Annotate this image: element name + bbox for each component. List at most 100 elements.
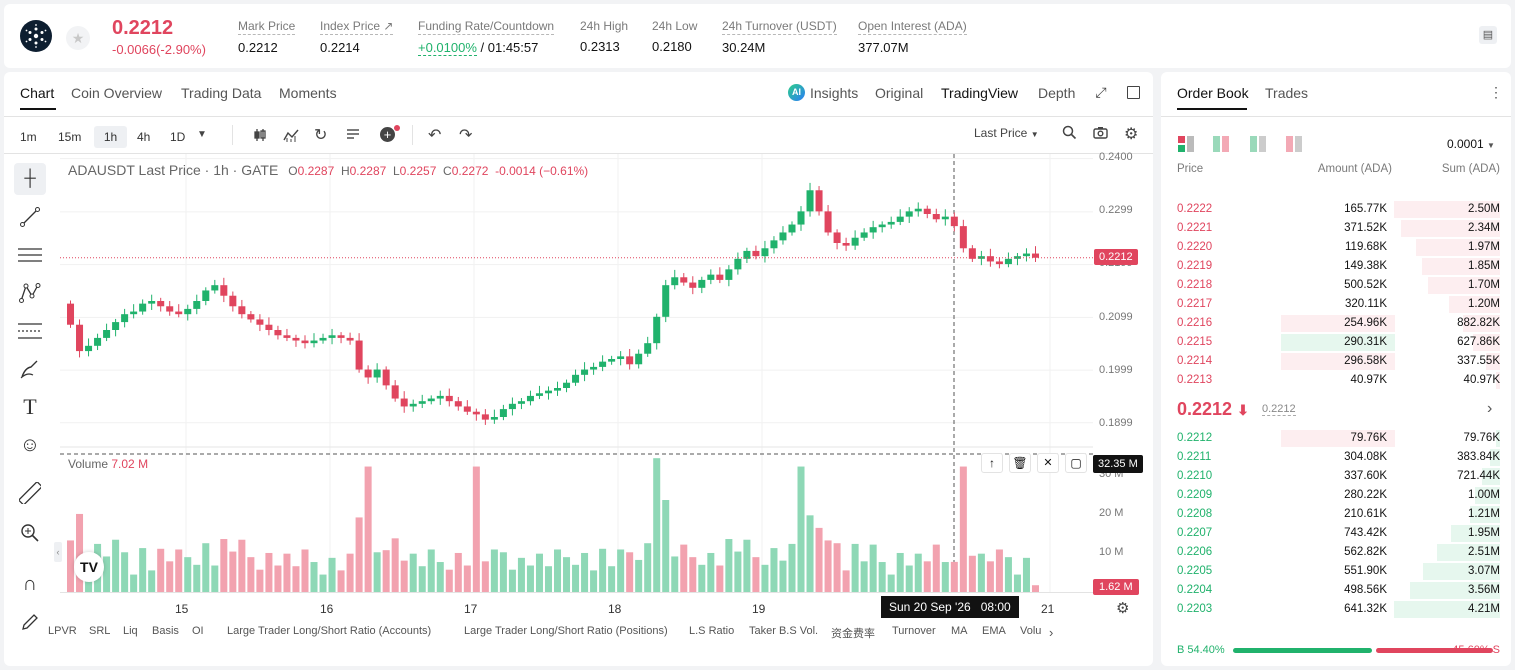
interval-1h[interactable]: 1h — [94, 126, 127, 148]
redo-icon[interactable]: ↷ — [459, 127, 473, 144]
bid-row[interactable]: 0.2204 498.56K 3.56M — [1161, 581, 1511, 600]
tab-original[interactable]: Original — [875, 85, 924, 101]
indicator-funding-rate[interactable]: 资金费率 — [831, 628, 875, 640]
bid-row[interactable]: 0.2208 210.61K 1.21M — [1161, 505, 1511, 524]
zoom-in-tool-icon[interactable] — [14, 517, 46, 549]
volume-bar — [617, 549, 625, 592]
pencil-tool-icon[interactable] — [14, 606, 46, 638]
tab-moments[interactable]: Moments — [279, 85, 337, 101]
horizontal-lines-tool-icon[interactable] — [14, 239, 46, 271]
chart-settings-icon[interactable]: ⚙ — [1116, 600, 1130, 617]
collapse-toolbar-icon[interactable]: ‹ — [54, 542, 62, 562]
interval-dropdown-icon[interactable]: ▼ — [197, 129, 207, 140]
more-menu-icon[interactable]: ⋮ — [1489, 84, 1503, 100]
bid-row[interactable]: 0.2206 562.82K 2.51M — [1161, 543, 1511, 562]
indicator-large-trader-positions[interactable]: Large Trader Long/Short Ratio (Positions… — [464, 625, 668, 637]
indicator-lpvr[interactable]: LPVR — [48, 625, 77, 637]
indicator-basis[interactable]: Basis — [152, 625, 179, 637]
indicator-turnover[interactable]: Turnover — [892, 625, 936, 637]
ruler-tool-icon[interactable] — [14, 477, 46, 509]
ask-row[interactable]: 0.2219 149.38K 1.85M — [1161, 257, 1511, 276]
refresh-icon[interactable]: ↻ — [314, 127, 328, 144]
pane-delete-icon[interactable]: 🗑 — [1009, 453, 1031, 473]
tab-trades[interactable]: Trades — [1265, 85, 1309, 101]
pane-collapse-icon[interactable]: ✕ — [1037, 453, 1059, 473]
indicator-srl[interactable]: SRL — [89, 625, 111, 637]
tradingview-logo-icon[interactable]: TV — [74, 552, 104, 582]
bid-row[interactable]: 0.2203 641.32K 4.21M — [1161, 600, 1511, 619]
indicators-icon[interactable] — [283, 127, 299, 146]
precision-select[interactable]: 0.0001 ▼ — [1447, 137, 1495, 151]
indicator-volume[interactable]: Volu — [1020, 625, 1042, 637]
mid-price[interactable]: 0.2212 ⬇ — [1177, 399, 1249, 419]
emoji-tool-icon[interactable]: ☺ — [19, 434, 41, 456]
ob-price: 0.2207 — [1177, 527, 1213, 539]
last-price-select[interactable]: Last Price ▼ — [974, 126, 1039, 140]
ask-row[interactable]: 0.2217 320.11K 1.20M — [1161, 295, 1511, 314]
indicator-oi[interactable]: OI — [192, 625, 204, 637]
volume-bar — [842, 570, 850, 592]
ask-row[interactable]: 0.2213 40.97K 40.97K — [1161, 371, 1511, 390]
ask-row[interactable]: 0.2222 165.77K 2.50M — [1161, 200, 1511, 219]
tab-depth[interactable]: Depth — [1038, 85, 1076, 101]
list-icon[interactable] — [345, 126, 361, 145]
pane-move-up-icon[interactable]: ↑ — [981, 453, 1003, 473]
view-asks-icon[interactable] — [1286, 136, 1304, 155]
ask-row[interactable]: 0.2215 290.31K 627.86K — [1161, 333, 1511, 352]
ask-row[interactable]: 0.2221 371.52K 2.34M — [1161, 219, 1511, 238]
ask-row[interactable]: 0.2214 296.58K 337.55K — [1161, 352, 1511, 371]
tab-order-book[interactable]: Order Book — [1177, 85, 1249, 101]
bid-row[interactable]: 0.2212 79.76K 79.76K — [1161, 429, 1511, 448]
bid-row[interactable]: 0.2207 743.42K 1.95M — [1161, 524, 1511, 543]
ask-row[interactable]: 0.2220 119.68K 1.97M — [1161, 238, 1511, 257]
indicator-liq[interactable]: Liq — [123, 625, 138, 637]
indicator-large-trader-accounts[interactable]: Large Trader Long/Short Ratio (Accounts) — [227, 625, 432, 637]
pane-maximize-icon[interactable]: ▢ — [1065, 453, 1087, 473]
search-icon[interactable] — [1062, 125, 1077, 143]
crosshair-tool-icon[interactable]: ┼ — [14, 163, 46, 195]
settings-gear-icon[interactable]: ⚙ — [1124, 126, 1139, 143]
fib-tool-icon[interactable] — [14, 315, 46, 347]
candle-type-icon[interactable] — [252, 127, 268, 146]
notes-icon[interactable]: ▤ — [1479, 26, 1497, 44]
add-indicator-icon[interactable]: + — [380, 127, 395, 142]
undo-icon[interactable]: ↶ — [428, 127, 442, 144]
interval-4h[interactable]: 4h — [137, 130, 151, 144]
text-tool-icon[interactable]: T — [23, 394, 37, 419]
interval-1m[interactable]: 1m — [20, 130, 37, 144]
view-split-icon[interactable] — [1213, 136, 1231, 155]
ask-row[interactable]: 0.2216 254.96K 882.82K — [1161, 314, 1511, 333]
view-both-icon[interactable] — [1178, 136, 1196, 155]
indicator-ma[interactable]: MA — [951, 625, 968, 637]
mid-price-arrow-icon[interactable]: › — [1487, 400, 1493, 417]
indicator-taker-bs-vol[interactable]: Taker B.S Vol. — [749, 625, 819, 637]
candle-body — [139, 303, 147, 312]
indicators-scroll-right-icon[interactable]: › — [1049, 625, 1054, 640]
trend-line-tool-icon[interactable] — [14, 201, 46, 233]
brush-tool-icon[interactable] — [14, 353, 46, 385]
ask-row[interactable]: 0.2218 500.52K 1.70M — [1161, 276, 1511, 295]
magnet-tool-icon[interactable]: ∩ — [22, 573, 38, 595]
tab-coin-overview[interactable]: Coin Overview — [71, 85, 163, 101]
price-chart[interactable] — [60, 154, 1093, 602]
interval-15m[interactable]: 15m — [58, 130, 82, 144]
stat-index-price[interactable]: Index Price ↗ 0.2214 — [320, 19, 394, 55]
bid-row[interactable]: 0.2211 304.08K 383.84K — [1161, 448, 1511, 467]
tab-tradingview[interactable]: TradingView — [941, 85, 1019, 101]
indicator-ema[interactable]: EMA — [982, 625, 1006, 637]
view-bids-icon[interactable] — [1250, 136, 1268, 155]
bid-row[interactable]: 0.2209 280.22K 1.00M — [1161, 486, 1511, 505]
camera-icon[interactable] — [1093, 125, 1108, 143]
indicator-ls-ratio[interactable]: L.S Ratio — [689, 625, 735, 637]
pattern-tool-icon[interactable] — [14, 277, 46, 309]
bid-row[interactable]: 0.2205 551.90K 3.07M — [1161, 562, 1511, 581]
tab-chart[interactable]: Chart — [20, 85, 55, 101]
candle-body — [626, 356, 634, 365]
window-icon[interactable] — [1127, 86, 1140, 99]
tab-insights[interactable]: Insights — [810, 85, 859, 101]
tab-trading-data[interactable]: Trading Data — [181, 85, 262, 101]
expand-icon[interactable]: ⤢ — [1095, 84, 1107, 100]
interval-1d[interactable]: 1D — [170, 130, 186, 144]
favorite-star-icon[interactable]: ★ — [66, 26, 90, 50]
bid-row[interactable]: 0.2210 337.60K 721.44K — [1161, 467, 1511, 486]
